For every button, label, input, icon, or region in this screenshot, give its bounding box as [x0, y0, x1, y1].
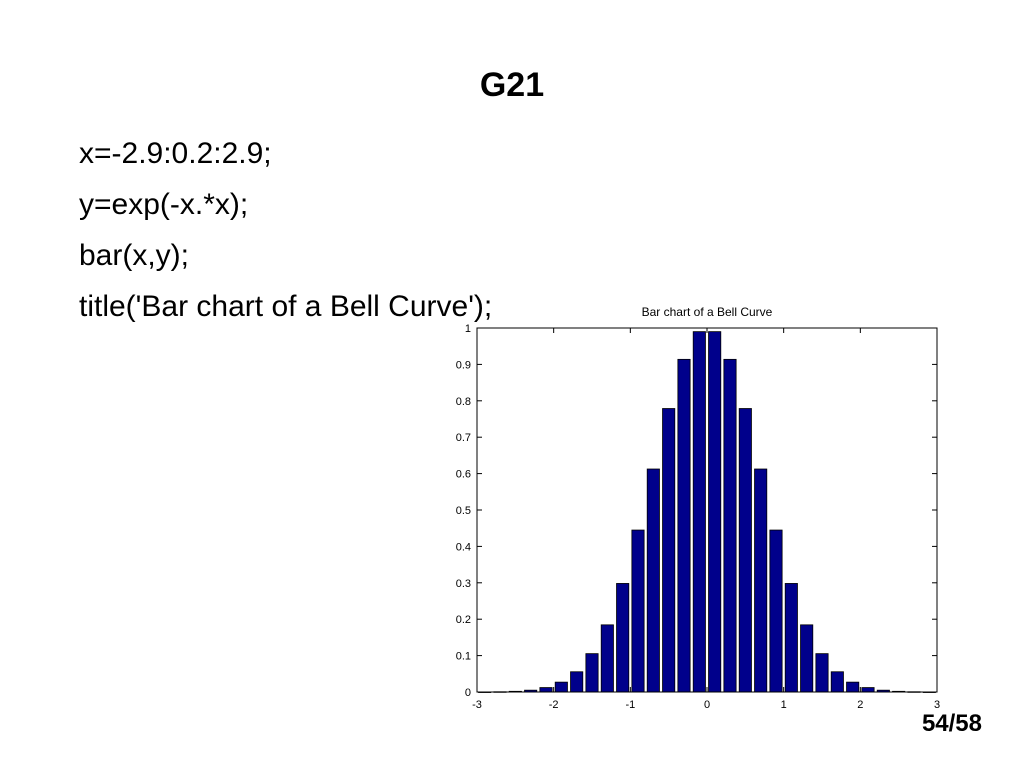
- bars-group: [478, 331, 936, 693]
- code-line-2: y=exp(-x.*x);: [79, 188, 249, 221]
- bar: [846, 681, 860, 693]
- bar: [554, 681, 568, 693]
- bar: [631, 529, 645, 693]
- x-tick-label: -3: [472, 699, 482, 711]
- bar: [754, 468, 768, 693]
- chart-title: Bar chart of a Bell Curve: [642, 305, 773, 319]
- x-tick-label: 1: [781, 699, 787, 711]
- y-tick-label: 0.6: [456, 469, 471, 481]
- bar: [646, 468, 660, 693]
- y-tick-label: 0.1: [456, 651, 471, 663]
- bar: [692, 331, 706, 693]
- bar-chart: Bar chart of a Bell Curve 00.10.20.30.40…: [456, 305, 940, 711]
- y-tick-label: 0.9: [456, 359, 471, 371]
- x-tick-label: -2: [549, 699, 559, 711]
- bar: [677, 358, 691, 693]
- bar: [815, 653, 829, 693]
- bar: [708, 331, 722, 693]
- bar: [662, 408, 676, 693]
- y-tick-label: 0.2: [456, 614, 471, 626]
- y-tick-label: 0.8: [456, 396, 471, 408]
- page-number: 54/58: [921, 710, 982, 737]
- code-line-4: title('Bar chart of a Bell Curve');: [79, 290, 493, 323]
- plot-frame: [476, 327, 938, 693]
- bar: [616, 583, 630, 693]
- y-tick-label: 0.3: [456, 578, 471, 590]
- x-tick-label: 3: [934, 699, 940, 711]
- y-tick-label: 0.7: [456, 432, 471, 444]
- bar: [800, 624, 814, 693]
- axes-group: 0 0.1 0.2 0.3 0.4 0.5 0.6 0.7 0.8 0.9 1 -3 -2 -1 0 1 2 3: [456, 323, 940, 711]
- bar: [861, 687, 875, 693]
- code-line-1: x=-2.9:0.2:2.9;: [79, 137, 272, 170]
- bar: [738, 408, 752, 693]
- bar: [600, 624, 614, 693]
- bar: [539, 687, 553, 693]
- bar: [585, 653, 599, 693]
- code-line-3: bar(x,y);: [79, 239, 190, 272]
- y-tick-label: 1: [465, 323, 471, 335]
- bar: [570, 671, 584, 693]
- y-tick-label: 0.4: [456, 541, 471, 553]
- slide-title: G21: [479, 66, 545, 104]
- x-tick-label: -1: [625, 699, 635, 711]
- bar: [723, 358, 737, 693]
- y-tick-label: 0.5: [456, 505, 471, 517]
- bar: [769, 529, 783, 693]
- y-tick-label: 0: [465, 687, 471, 699]
- bar: [830, 671, 844, 693]
- code-block: x=-2.9:0.2:2.9; y=exp(-x.*x); bar(x,y); …: [79, 128, 492, 332]
- bar: [784, 583, 798, 693]
- x-tick-label: 2: [857, 699, 863, 711]
- x-tick-label: 0: [704, 699, 710, 711]
